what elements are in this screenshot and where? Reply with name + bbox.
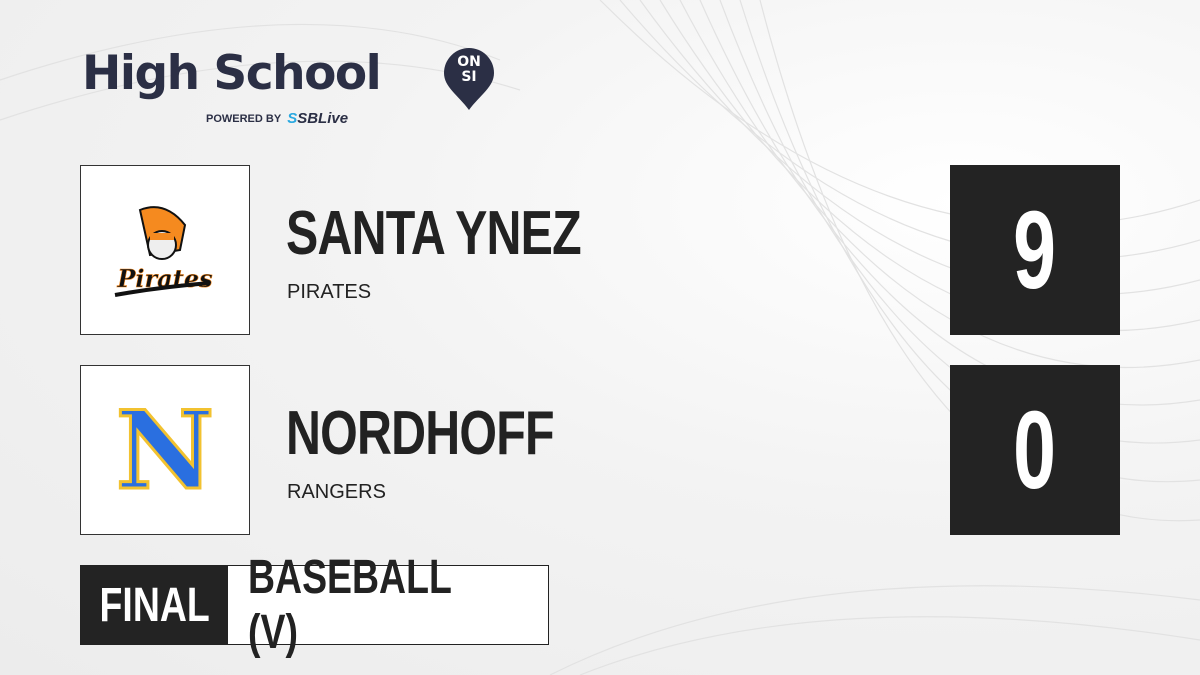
score-home: 9 (950, 165, 1120, 335)
badge-top: ON (457, 54, 481, 70)
badge-bottom: SI (461, 69, 477, 85)
team-logo-nordhoff: N (80, 365, 250, 535)
powered-by: POWERED BY SSBLive (206, 110, 348, 127)
team-logo-santa-ynez: Pirates (80, 165, 250, 335)
brand-title: High School (82, 46, 382, 101)
powered-by-label: POWERED BY (206, 112, 282, 125)
sblive-s-icon: S (287, 110, 298, 127)
sport-label: BASEBALL (V) (248, 551, 452, 659)
final-badge: FINAL (81, 566, 228, 644)
team-name-away: NORDHOFF (286, 399, 555, 468)
sblive-logo: SSBLive (287, 110, 349, 127)
team-name-home: SANTA YNEZ (286, 199, 582, 268)
score-away: 0 (950, 365, 1120, 535)
game-status-bar: FINAL BASEBALL (V) (80, 551, 549, 659)
on-si-pin-icon: ON SI (442, 46, 496, 112)
team-mascot-away: RANGERS (287, 481, 386, 503)
team-mascot-home: PIRATES (287, 281, 372, 303)
pirates-logo-text: Pirates (116, 264, 213, 293)
nordhoff-logo-letter: N (116, 400, 215, 500)
high-school-on-si-logo: High School (82, 46, 382, 101)
